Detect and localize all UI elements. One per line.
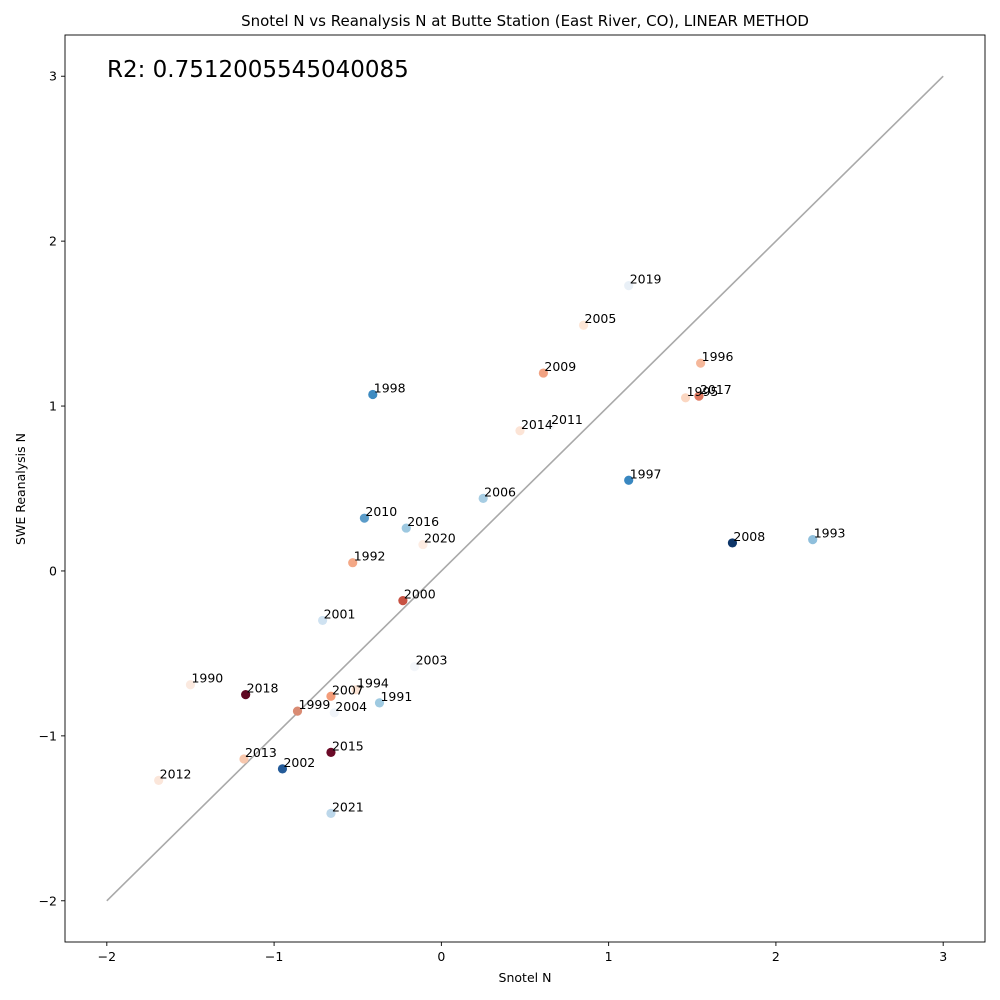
scatter-point [578,320,589,330]
reference-line [106,75,944,902]
point-label: 1999 [299,697,331,712]
x-tick-label: 0 [437,949,445,964]
scatter-point [326,808,336,818]
point-label: 2020 [424,531,456,546]
point-label: 2013 [245,745,277,760]
point-label: 2004 [335,699,367,714]
point-label: 1996 [702,349,734,364]
point-label: 1998 [374,381,406,396]
point-label: 1992 [354,549,386,564]
scatter-point [478,493,488,503]
point-label: 2021 [332,799,364,814]
scatter-point [277,764,288,774]
scatter-point [292,706,303,716]
data-points [154,281,818,818]
plot-frame [64,34,986,943]
scatter-point [326,747,336,757]
point-label: 2012 [160,766,192,781]
point-label: 2000 [404,587,436,602]
axis-ticks: −2 −1 0 1 2 3 −2 −1 0 1 2 3 [39,69,948,964]
y-tick-label: 3 [49,69,57,84]
point-label: 2002 [283,755,315,770]
scatter-point [239,754,249,764]
y-tick-label: −2 [39,893,57,908]
scatter-point [694,391,704,401]
point-label: 2005 [585,311,617,326]
point-label: 2016 [407,514,439,529]
y-tick-label: 1 [49,399,57,414]
scatter-point [351,685,361,695]
point-label: 1994 [357,676,389,691]
scatter-point [418,539,428,550]
reference-line-group [106,75,944,902]
point-label: 1993 [814,526,846,541]
scatter-point [515,426,525,436]
scatter-point [329,708,339,718]
point-label: 2017 [700,382,732,397]
r2-annotation: R2: 0.7512005545040085 [107,57,409,83]
y-tick-label: 0 [49,563,57,578]
scatter-point [185,680,196,690]
x-tick-label: −1 [265,949,283,964]
scatter-point [680,393,691,403]
point-label: 2018 [247,681,279,696]
point-label: 2011 [551,412,583,427]
point-label: 2010 [365,504,397,519]
point-label: 1995 [687,384,719,399]
y-tick-label: −1 [39,728,57,743]
scatter-point [368,389,378,400]
scatter-point [624,281,634,291]
x-tick-label: 2 [772,949,780,964]
scatter-point [374,698,385,708]
plot-area [64,34,986,943]
scatter-point [545,421,555,431]
scatter-point [154,775,164,785]
x-tick-label: 1 [605,949,613,964]
scatter-point [410,662,420,672]
y-tick-label: 2 [49,234,57,249]
point-labels: 1990 1991 1992 1993 1994 1995 1996 1997 1998 1999… [160,272,846,815]
scatter-point [538,368,549,378]
scatter-point [808,535,818,545]
scatter-point [318,615,328,626]
point-label: 2009 [544,359,576,374]
point-label: 1990 [191,671,223,686]
x-tick-label: 3 [939,949,947,964]
scatter-point [241,690,251,700]
chart-title: Snotel N vs Reanalysis N at Butte Statio… [241,12,809,30]
scatter-point [401,523,411,533]
x-axis-label: Snotel N [499,970,552,985]
point-label: 2008 [733,529,765,544]
scatter-point [696,358,706,368]
point-label: 2019 [630,272,662,287]
scatter-point [398,596,408,606]
y-axis-label: SWE Reanalysis N [13,433,28,545]
point-label: 1991 [380,689,412,704]
scatter-point [624,475,634,485]
scatter-point [359,513,370,523]
scatter-point [348,558,358,568]
point-label: 2015 [332,738,364,753]
scatter-point [326,691,336,701]
point-label: 1997 [630,466,662,481]
point-label: 2003 [416,653,448,668]
x-tick-label: −2 [98,949,116,964]
scatter-point [727,538,738,548]
point-label: 2001 [324,606,356,621]
point-label: 2007 [332,682,364,697]
point-label: 2014 [521,417,553,432]
point-label: 2006 [484,484,516,499]
